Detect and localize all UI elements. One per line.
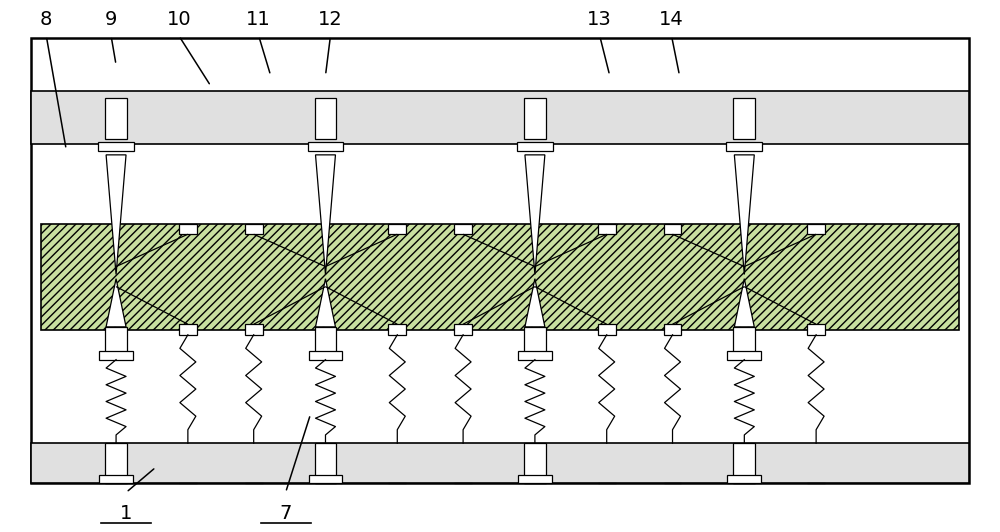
Polygon shape xyxy=(734,279,754,327)
Bar xyxy=(524,98,546,139)
Text: 11: 11 xyxy=(246,11,271,29)
Text: 8: 8 xyxy=(40,11,52,29)
Bar xyxy=(308,142,343,151)
Polygon shape xyxy=(525,155,545,275)
Polygon shape xyxy=(106,155,126,275)
Text: 9: 9 xyxy=(105,11,117,29)
Bar xyxy=(807,223,825,234)
Bar xyxy=(105,327,127,352)
Bar xyxy=(179,223,197,234)
Bar xyxy=(315,327,336,352)
Bar xyxy=(31,38,969,483)
Polygon shape xyxy=(106,279,126,327)
Bar xyxy=(598,324,616,335)
Bar xyxy=(31,92,969,144)
Bar xyxy=(245,223,263,234)
Text: 12: 12 xyxy=(318,11,343,29)
Bar xyxy=(517,142,553,151)
Bar xyxy=(733,327,755,352)
Text: 1: 1 xyxy=(120,504,132,523)
Bar xyxy=(733,98,755,139)
Bar xyxy=(807,324,825,335)
Bar xyxy=(733,443,755,483)
Bar xyxy=(598,223,616,234)
Bar xyxy=(454,324,472,335)
Text: 14: 14 xyxy=(659,11,684,29)
Bar xyxy=(315,443,336,483)
Bar xyxy=(105,443,127,483)
Bar xyxy=(388,223,406,234)
Bar xyxy=(518,351,552,360)
Bar xyxy=(664,223,681,234)
Bar xyxy=(245,324,263,335)
Bar xyxy=(309,351,342,360)
Bar xyxy=(454,223,472,234)
Polygon shape xyxy=(525,279,545,327)
Bar xyxy=(98,142,134,151)
Bar xyxy=(727,475,761,483)
Bar xyxy=(388,324,406,335)
Bar xyxy=(99,475,133,483)
Bar xyxy=(524,443,546,483)
Polygon shape xyxy=(316,155,335,275)
Text: 7: 7 xyxy=(279,504,292,523)
Text: 10: 10 xyxy=(167,11,191,29)
Bar xyxy=(524,327,546,352)
Bar xyxy=(99,351,133,360)
Bar xyxy=(315,98,336,139)
Bar xyxy=(31,443,969,483)
Bar xyxy=(664,324,681,335)
Bar xyxy=(105,98,127,139)
Bar xyxy=(726,142,762,151)
Bar xyxy=(309,475,342,483)
Bar xyxy=(727,351,761,360)
Bar xyxy=(41,223,959,329)
Text: 13: 13 xyxy=(587,11,612,29)
Polygon shape xyxy=(316,279,335,327)
Polygon shape xyxy=(734,155,754,275)
Bar xyxy=(179,324,197,335)
Bar xyxy=(518,475,552,483)
